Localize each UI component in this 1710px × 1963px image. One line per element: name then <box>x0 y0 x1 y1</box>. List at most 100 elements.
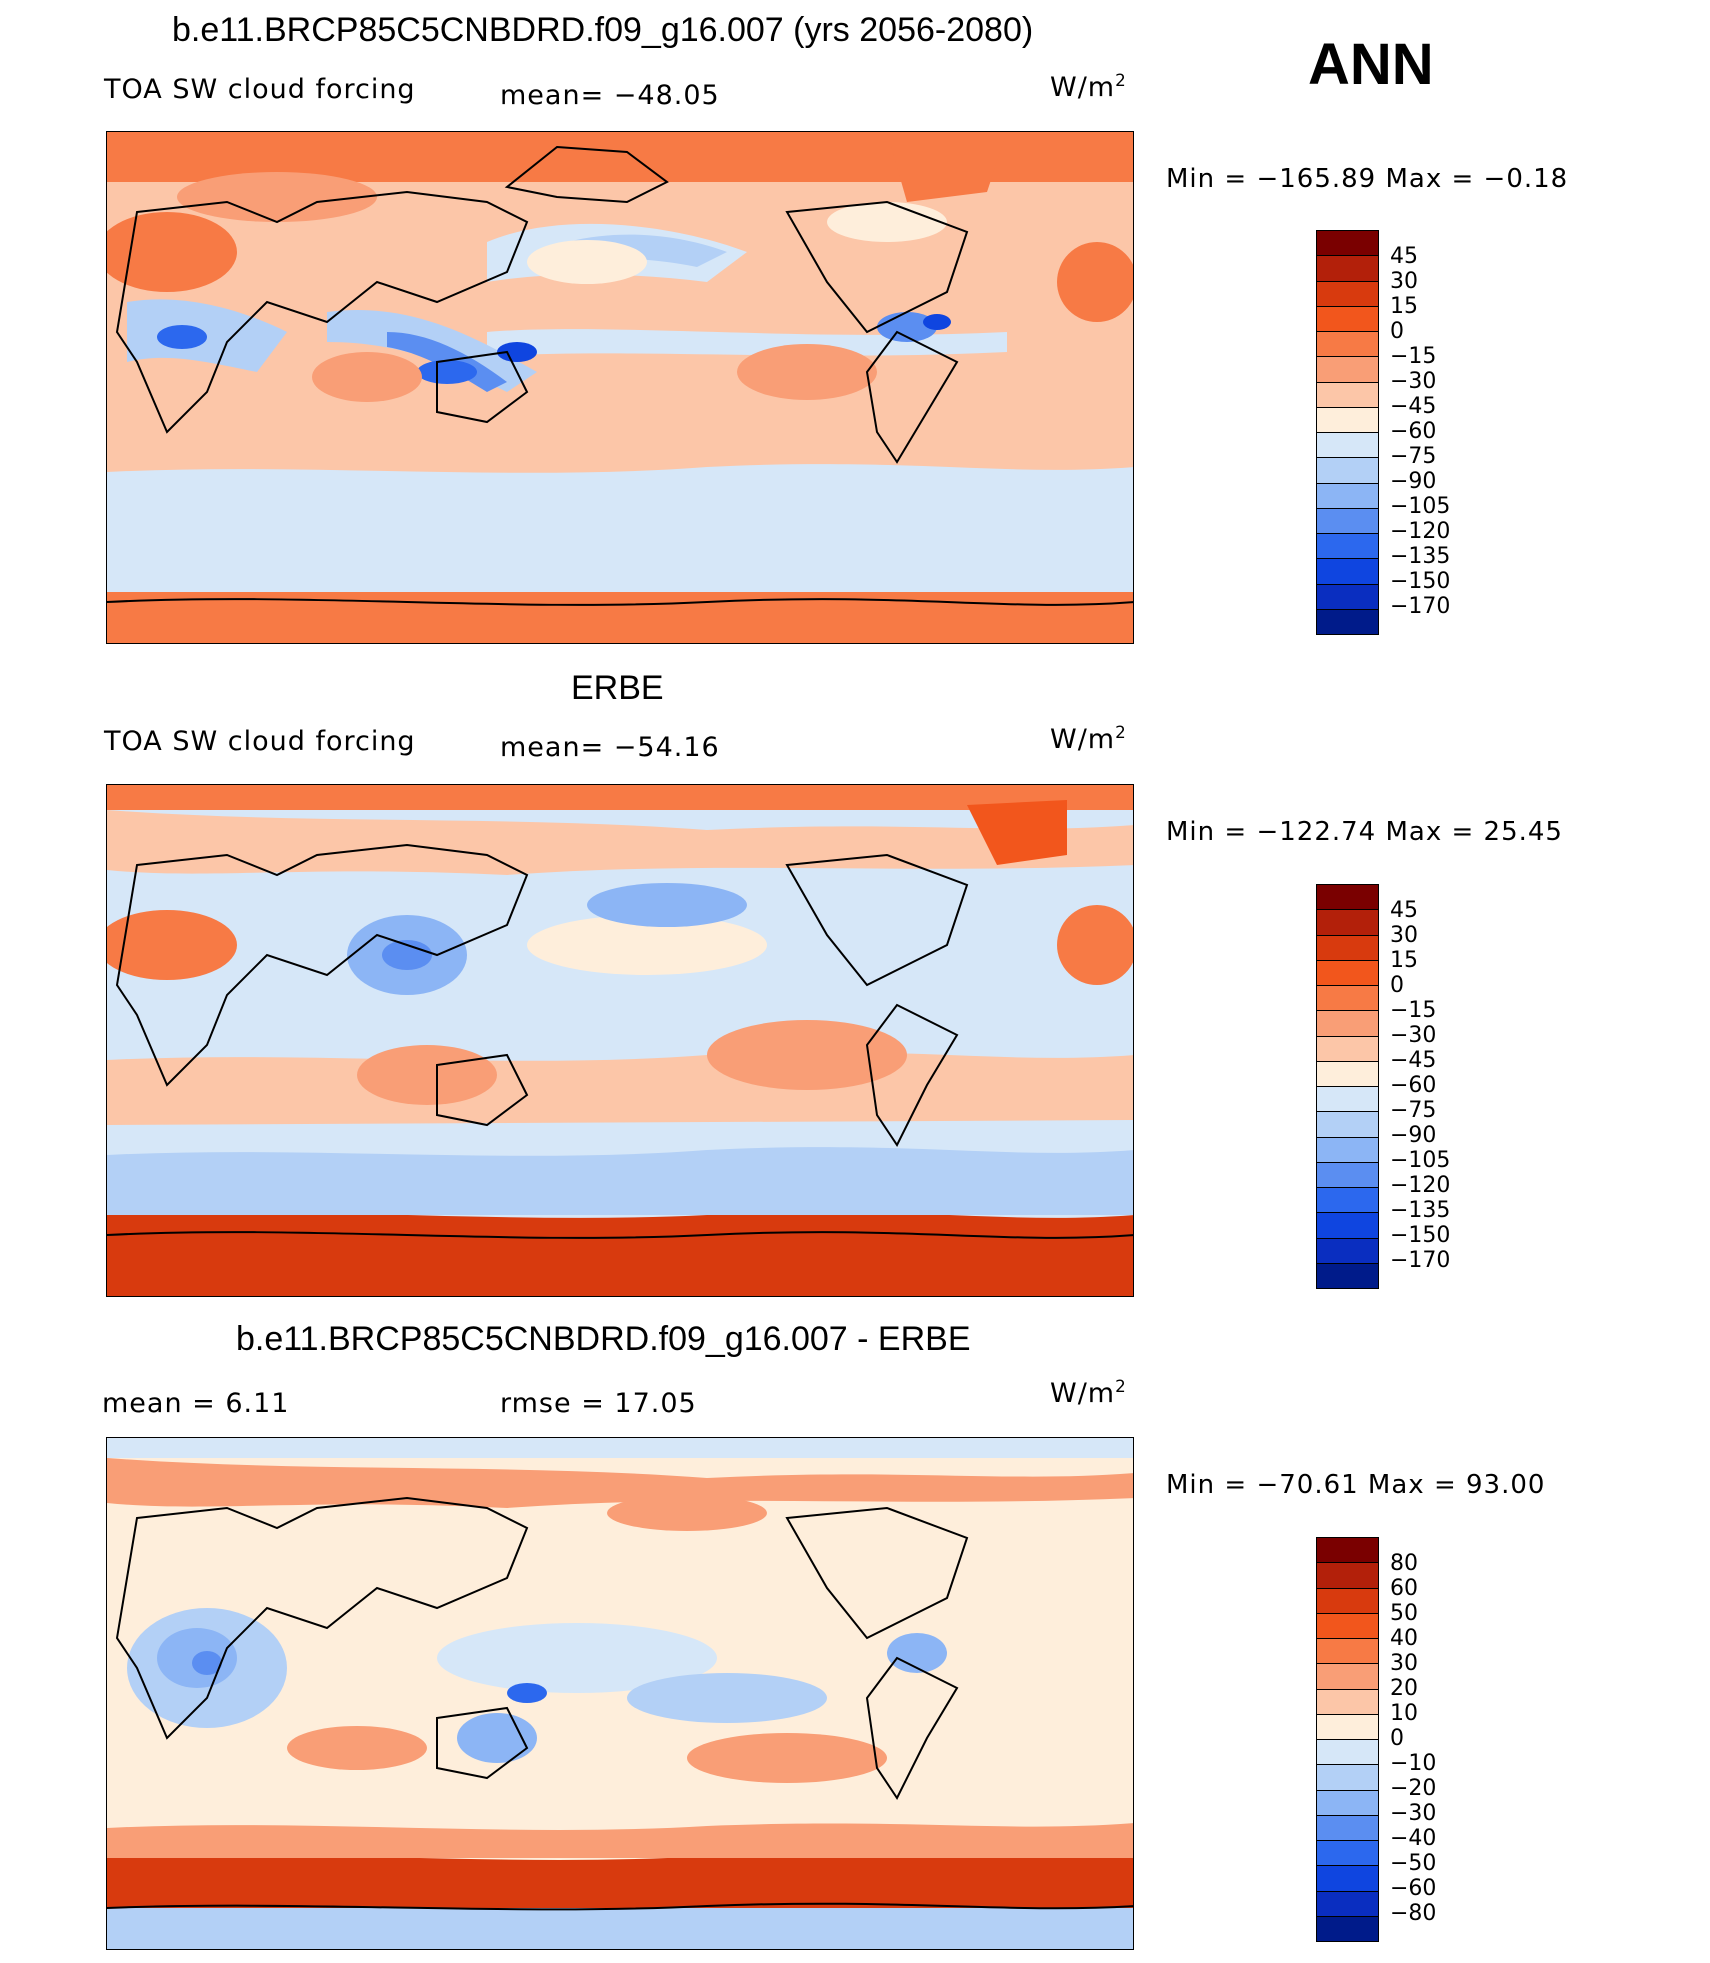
panel1-colorbar-swatch <box>1317 357 1378 383</box>
panel3-colorbar-swatch <box>1317 1841 1378 1867</box>
panel1-colorbar-swatch <box>1317 433 1378 459</box>
panel1-colorbar-swatch <box>1317 306 1378 332</box>
panel1-colorbar-swatch <box>1317 407 1378 433</box>
panel2-colorbar-ticks: 45 30 15 0 −15 −30 −45 −60 −75 −90 −105 … <box>1390 898 1480 1273</box>
colorbar-tick-label: −40 <box>1390 1826 1437 1851</box>
colorbar-tick-label: 20 <box>1390 1676 1418 1701</box>
panel3-colorbar-swatch <box>1317 1689 1378 1715</box>
colorbar-tick-label: −30 <box>1390 369 1437 394</box>
colorbar-tick-label: 30 <box>1390 269 1418 294</box>
colorbar-tick-label: 15 <box>1390 948 1418 973</box>
colorbar-tick-label: −120 <box>1390 1173 1451 1198</box>
panel1-colorbar-swatch <box>1317 483 1378 509</box>
panel2-colorbar-swatch <box>1317 960 1378 986</box>
panel2-colorbar-swatch <box>1317 1188 1378 1214</box>
colorbar-tick-label: 0 <box>1390 973 1404 998</box>
panel3-colorbar-swatch <box>1317 1588 1378 1614</box>
panel3-units: W/m2 <box>1050 1376 1127 1409</box>
panel1-field-label: TOA SW cloud forcing <box>104 74 416 105</box>
panel1-colorbar-swatch <box>1317 609 1378 634</box>
season-label: ANN <box>1308 32 1434 97</box>
panel3-rmse-label: rmse = 17.05 <box>500 1388 697 1419</box>
panel3-colorbar-swatch <box>1317 1891 1378 1917</box>
colorbar-tick-label: 45 <box>1390 244 1418 269</box>
colorbar-tick-label: 80 <box>1390 1551 1418 1576</box>
panel2-colorbar-swatch <box>1317 1011 1378 1037</box>
colorbar-tick-label: 50 <box>1390 1601 1418 1626</box>
panel2-colorbar-swatch <box>1317 1036 1378 1062</box>
panel3-colorbar-swatch <box>1317 1815 1378 1841</box>
panel2-colorbar-swatch <box>1317 885 1378 911</box>
colorbar-tick-label: 15 <box>1390 294 1418 319</box>
panel3-map <box>106 1437 1134 1950</box>
panel2-colorbar-swatch <box>1317 1061 1378 1087</box>
panel1-colorbar-ticks: 45 30 15 0 −15 −30 −45 −60 −75 −90 −105 … <box>1390 244 1480 619</box>
panel2-field-label: TOA SW cloud forcing <box>104 726 416 757</box>
colorbar-tick-label: −45 <box>1390 1048 1437 1073</box>
panel3-mean-label: mean = 6.11 <box>102 1388 290 1419</box>
panel3-title: b.e11.BRCP85C5CNBDRD.f09_g16.007 - ERBE <box>236 1320 971 1358</box>
colorbar-tick-label: −135 <box>1390 1198 1451 1223</box>
panel1-map <box>106 131 1134 644</box>
colorbar-tick-label: −90 <box>1390 1123 1437 1148</box>
colorbar-tick-label: −45 <box>1390 394 1437 419</box>
panel1-units: W/m2 <box>1050 70 1127 103</box>
colorbar-tick-label: −20 <box>1390 1776 1437 1801</box>
panel2-colorbar-swatch <box>1317 1213 1378 1239</box>
panel1-colorbar-swatch <box>1317 559 1378 585</box>
colorbar-tick-label: −150 <box>1390 569 1451 594</box>
panel3-colorbar-swatch <box>1317 1740 1378 1766</box>
colorbar-tick-label: −10 <box>1390 1751 1437 1776</box>
colorbar-tick-label: −105 <box>1390 1148 1451 1173</box>
colorbar-tick-label: −60 <box>1390 419 1437 444</box>
colorbar-tick-label: 30 <box>1390 1651 1418 1676</box>
panel3-colorbar-swatch <box>1317 1613 1378 1639</box>
colorbar-tick-label: −120 <box>1390 519 1451 544</box>
panel1-colorbar-swatch <box>1317 281 1378 307</box>
colorbar-tick-label: −105 <box>1390 494 1451 519</box>
panel2-colorbar-swatch <box>1317 1087 1378 1113</box>
panel2-colorbar-swatch <box>1317 1112 1378 1138</box>
panel2-contour-map <box>107 785 1133 1296</box>
panel2-colorbar-swatch <box>1317 910 1378 936</box>
panel3-colorbar-ticks: 80 60 50 40 30 20 10 0 −10 −20 −30 −40 −… <box>1390 1551 1480 1926</box>
colorbar-tick-label: −150 <box>1390 1223 1451 1248</box>
colorbar-tick-label: −80 <box>1390 1901 1437 1926</box>
panel1-colorbar <box>1316 230 1379 635</box>
panel1-colorbar-swatch <box>1317 508 1378 534</box>
panel2-colorbar-swatch <box>1317 1263 1378 1288</box>
colorbar-tick-label: −30 <box>1390 1801 1437 1826</box>
panel2-minmax: Min = −122.74 Max = 25.45 <box>1166 817 1563 847</box>
colorbar-tick-label: 30 <box>1390 923 1418 948</box>
colorbar-tick-label: −15 <box>1390 344 1437 369</box>
panel1-colorbar-swatch <box>1317 534 1378 560</box>
panel2-colorbar <box>1316 884 1379 1289</box>
colorbar-tick-label: −90 <box>1390 469 1437 494</box>
panel2-colorbar-swatch <box>1317 1137 1378 1163</box>
panel1-colorbar-swatch <box>1317 231 1378 257</box>
colorbar-tick-label: 40 <box>1390 1626 1418 1651</box>
panel1-colorbar-swatch <box>1317 584 1378 610</box>
panel3-colorbar-swatch <box>1317 1538 1378 1564</box>
panel2-colorbar-swatch <box>1317 935 1378 961</box>
panel2-title: ERBE <box>571 669 664 707</box>
panel1-colorbar-swatch <box>1317 256 1378 282</box>
colorbar-tick-label: 10 <box>1390 1701 1418 1726</box>
panel1-mean-label: mean= −48.05 <box>500 80 720 111</box>
panel3-colorbar <box>1316 1537 1379 1942</box>
colorbar-tick-label: 0 <box>1390 1726 1404 1751</box>
panel2-colorbar-swatch <box>1317 1238 1378 1264</box>
colorbar-tick-label: −75 <box>1390 444 1437 469</box>
panel3-colorbar-swatch <box>1317 1563 1378 1589</box>
panel1-colorbar-swatch <box>1317 458 1378 484</box>
panel1-title: b.e11.BRCP85C5CNBDRD.f09_g16.007 (yrs 20… <box>172 11 1034 49</box>
panel1-contour-map <box>107 132 1133 643</box>
panel3-colorbar-swatch <box>1317 1916 1378 1941</box>
panel3-minmax: Min = −70.61 Max = 93.00 <box>1166 1470 1546 1500</box>
panel3-contour-map <box>107 1438 1133 1949</box>
colorbar-tick-label: 45 <box>1390 898 1418 923</box>
panel1-minmax: Min = −165.89 Max = −0.18 <box>1166 164 1569 194</box>
colorbar-tick-label: −75 <box>1390 1098 1437 1123</box>
panel3-colorbar-swatch <box>1317 1639 1378 1665</box>
colorbar-tick-label: −50 <box>1390 1851 1437 1876</box>
